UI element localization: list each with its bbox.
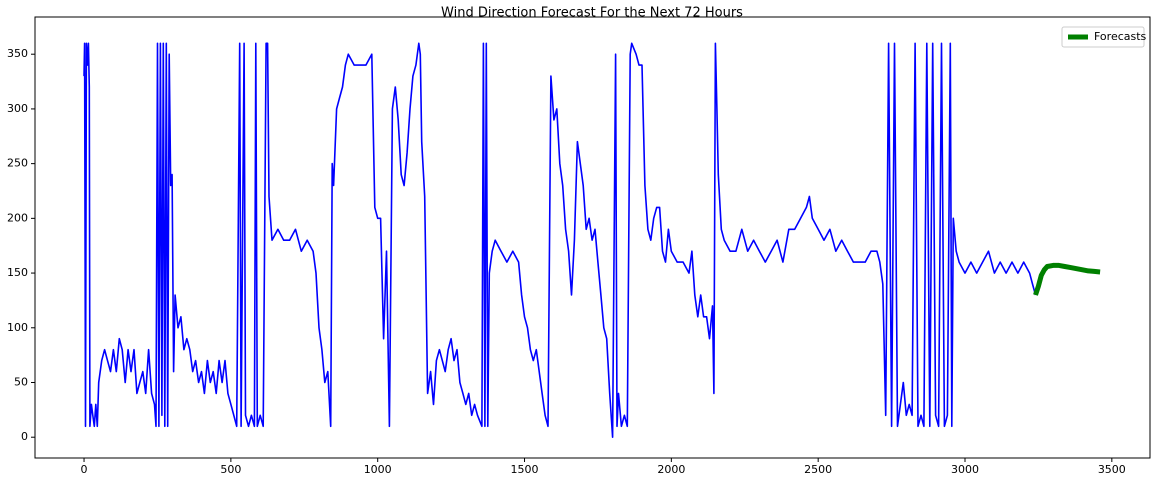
- legend-label: Forecasts: [1094, 30, 1147, 43]
- chart-title: Wind Direction Forecast For the Next 72 …: [441, 6, 743, 21]
- x-tick-label: 2500: [804, 463, 832, 476]
- data-line: [83, 42, 1037, 438]
- y-tick-label: 100: [7, 321, 28, 334]
- legend-box: [1061, 26, 1145, 48]
- x-tick-label: 0: [81, 463, 88, 476]
- x-tick-label: 500: [220, 463, 241, 476]
- plot-frame: [34, 16, 1151, 459]
- x-tick-label: 1000: [364, 463, 392, 476]
- y-tick-label: 300: [7, 102, 28, 115]
- data-line: [1033, 262, 1101, 296]
- y-tick-label: 50: [14, 375, 28, 388]
- x-tick-label: 1500: [511, 463, 539, 476]
- y-tick-label: 350: [7, 47, 28, 60]
- y-tick-label: 0: [21, 430, 28, 443]
- y-tick-label: 200: [7, 211, 28, 224]
- y-tick-label: 250: [7, 157, 28, 170]
- x-tick-label: 2000: [657, 463, 685, 476]
- y-tick-label: 150: [7, 266, 28, 279]
- x-tick-label: 3000: [951, 463, 979, 476]
- x-tick-label: 3500: [1098, 463, 1126, 476]
